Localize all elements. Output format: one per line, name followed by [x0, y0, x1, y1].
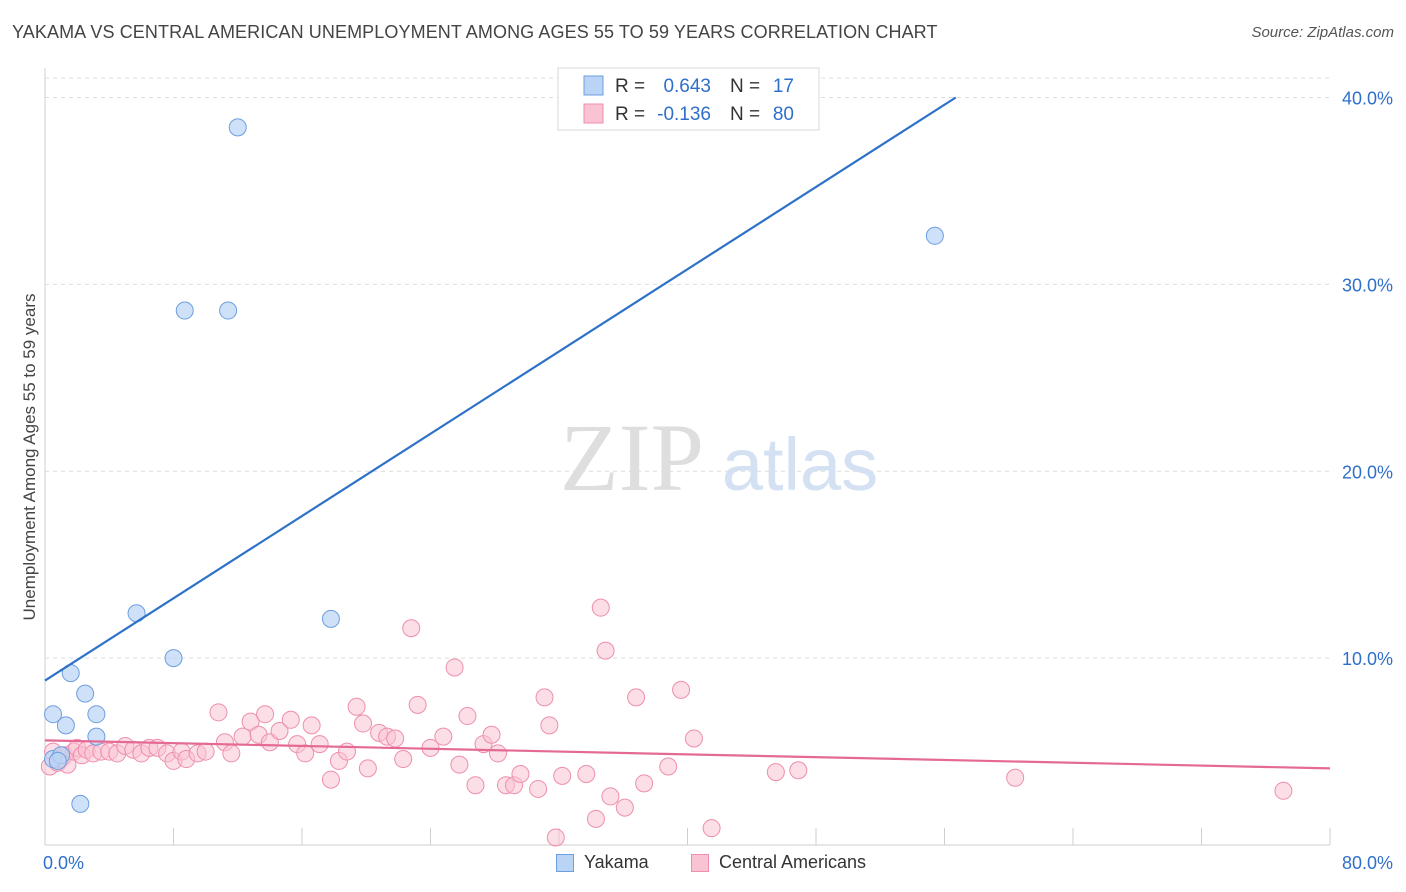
central-americans-point	[659, 757, 678, 776]
yakama-point	[76, 684, 95, 703]
central-americans-point	[296, 744, 315, 763]
yakama-point	[164, 649, 183, 668]
legend-r-label-central-americans: R =	[615, 104, 645, 125]
central-americans-point	[702, 819, 721, 838]
central-americans-point	[766, 763, 785, 782]
central-americans-point	[601, 787, 620, 806]
central-americans-point	[627, 688, 646, 707]
central-americans-point	[684, 729, 703, 748]
x-tick-label-0: 0.0%	[43, 853, 84, 873]
central-americans-point	[511, 764, 530, 783]
central-americans-point	[553, 766, 572, 785]
central-americans-point	[482, 725, 501, 744]
central-americans-swatch	[691, 853, 709, 872]
legend-r-value-central-americans: -0.136	[657, 104, 711, 125]
central-americans-point	[386, 729, 405, 748]
central-americans-point	[546, 828, 565, 847]
legend-r-value-yakama: 0.643	[663, 76, 711, 97]
central-americans-point	[466, 776, 485, 795]
tick-labels: 10.0% 20.0% 30.0% 40.0% 0.0% 80.0%	[43, 89, 1393, 874]
yakama-point	[175, 301, 194, 320]
central-americans-point	[529, 779, 548, 798]
central-americans-point	[408, 695, 427, 714]
central-americans-point	[577, 764, 596, 783]
central-americans-point	[450, 755, 469, 774]
central-americans-points	[40, 598, 1293, 847]
grid-lines	[45, 77, 1330, 659]
legend-item-central-americans[interactable]: Central Americans	[691, 852, 866, 873]
watermark: ZIP atlas	[560, 404, 878, 511]
central-americans-point	[1006, 768, 1025, 787]
central-americans-point	[358, 759, 377, 778]
legend-n-label-central-americans: N =	[730, 104, 760, 125]
central-americans-point	[321, 770, 340, 789]
trend-lines	[44, 96, 1331, 770]
chart-title: YAKAMA VS CENTRAL AMERICAN UNEMPLOYMENT …	[12, 22, 938, 42]
bottom-legend: Yakama Central Americans	[0, 852, 1406, 878]
central-americans-point	[347, 697, 366, 716]
y-tick-label-3: 40.0%	[1342, 89, 1393, 109]
central-americans-point	[270, 722, 289, 741]
legend-n-label-yakama: N =	[730, 76, 760, 97]
yakama-point	[219, 301, 238, 320]
central-americans-point	[789, 761, 808, 780]
central-americans-point	[445, 658, 464, 677]
y-tick-label-0: 10.0%	[1342, 649, 1393, 669]
yakama-points	[44, 118, 944, 813]
legend-label-central-americans: Central Americans	[719, 852, 867, 872]
y-tick-label-1: 20.0%	[1342, 462, 1393, 482]
central-americans-point	[434, 727, 453, 746]
x-tick-label-1: 80.0%	[1342, 853, 1393, 873]
central-americans-point	[591, 598, 610, 617]
central-americans-point	[196, 742, 215, 761]
central-americans-point	[209, 703, 228, 722]
yakama-swatch	[556, 853, 574, 872]
legend-swatch-yakama	[583, 75, 604, 96]
central-americans-point	[233, 727, 252, 746]
yakama-point	[71, 794, 90, 813]
central-americans-point	[535, 688, 554, 707]
central-americans-point	[402, 619, 421, 638]
central-americans-point	[540, 716, 559, 735]
legend-n-value-yakama: 17	[773, 76, 794, 97]
central-americans-point	[302, 716, 321, 735]
legend-box: R = 0.643 N = 17 R = -0.136 N = 80	[557, 67, 820, 131]
central-americans-point	[1274, 781, 1293, 800]
legend-label-yakama: Yakama	[584, 852, 649, 872]
watermark-atlas: atlas	[722, 423, 878, 506]
yakama-point	[87, 705, 106, 724]
yakama-point	[925, 226, 944, 245]
central-americans-point	[281, 710, 300, 729]
yakama-point	[48, 751, 67, 770]
yakama-trend-line	[44, 96, 957, 682]
central-americans-point	[488, 744, 507, 763]
yakama-point	[44, 705, 63, 724]
central-americans-point	[241, 712, 260, 731]
central-americans-point	[596, 641, 615, 660]
central-americans-point	[635, 774, 654, 793]
central-americans-point	[310, 735, 329, 754]
legend-swatch-central-americans	[583, 103, 604, 124]
central-americans-point	[354, 714, 373, 733]
yakama-point	[228, 118, 247, 137]
central-americans-point	[394, 750, 413, 769]
yakama-point	[321, 609, 340, 628]
watermark-zip: ZIP	[560, 404, 704, 511]
legend-item-yakama[interactable]: Yakama	[556, 852, 649, 873]
yakama-point	[56, 716, 75, 735]
legend-n-value-central-americans: 80	[773, 104, 794, 125]
central-americans-point	[458, 707, 477, 726]
central-americans-trend-line	[44, 739, 1331, 770]
central-americans-point	[672, 680, 691, 699]
central-americans-point	[337, 742, 356, 761]
source-credit: Source: ZipAtlas.com	[1251, 24, 1394, 41]
central-americans-point	[222, 744, 241, 763]
central-americans-point	[615, 798, 634, 817]
y-tick-label-2: 30.0%	[1342, 275, 1393, 295]
central-americans-point	[586, 809, 605, 828]
central-americans-point	[256, 705, 275, 724]
legend-r-label-yakama: R =	[615, 76, 645, 97]
